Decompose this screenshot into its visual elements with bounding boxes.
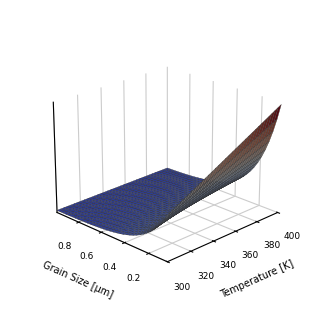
X-axis label: Temperature [K]: Temperature [K] — [219, 259, 295, 300]
Y-axis label: Grain Size [μm]: Grain Size [μm] — [41, 260, 115, 300]
